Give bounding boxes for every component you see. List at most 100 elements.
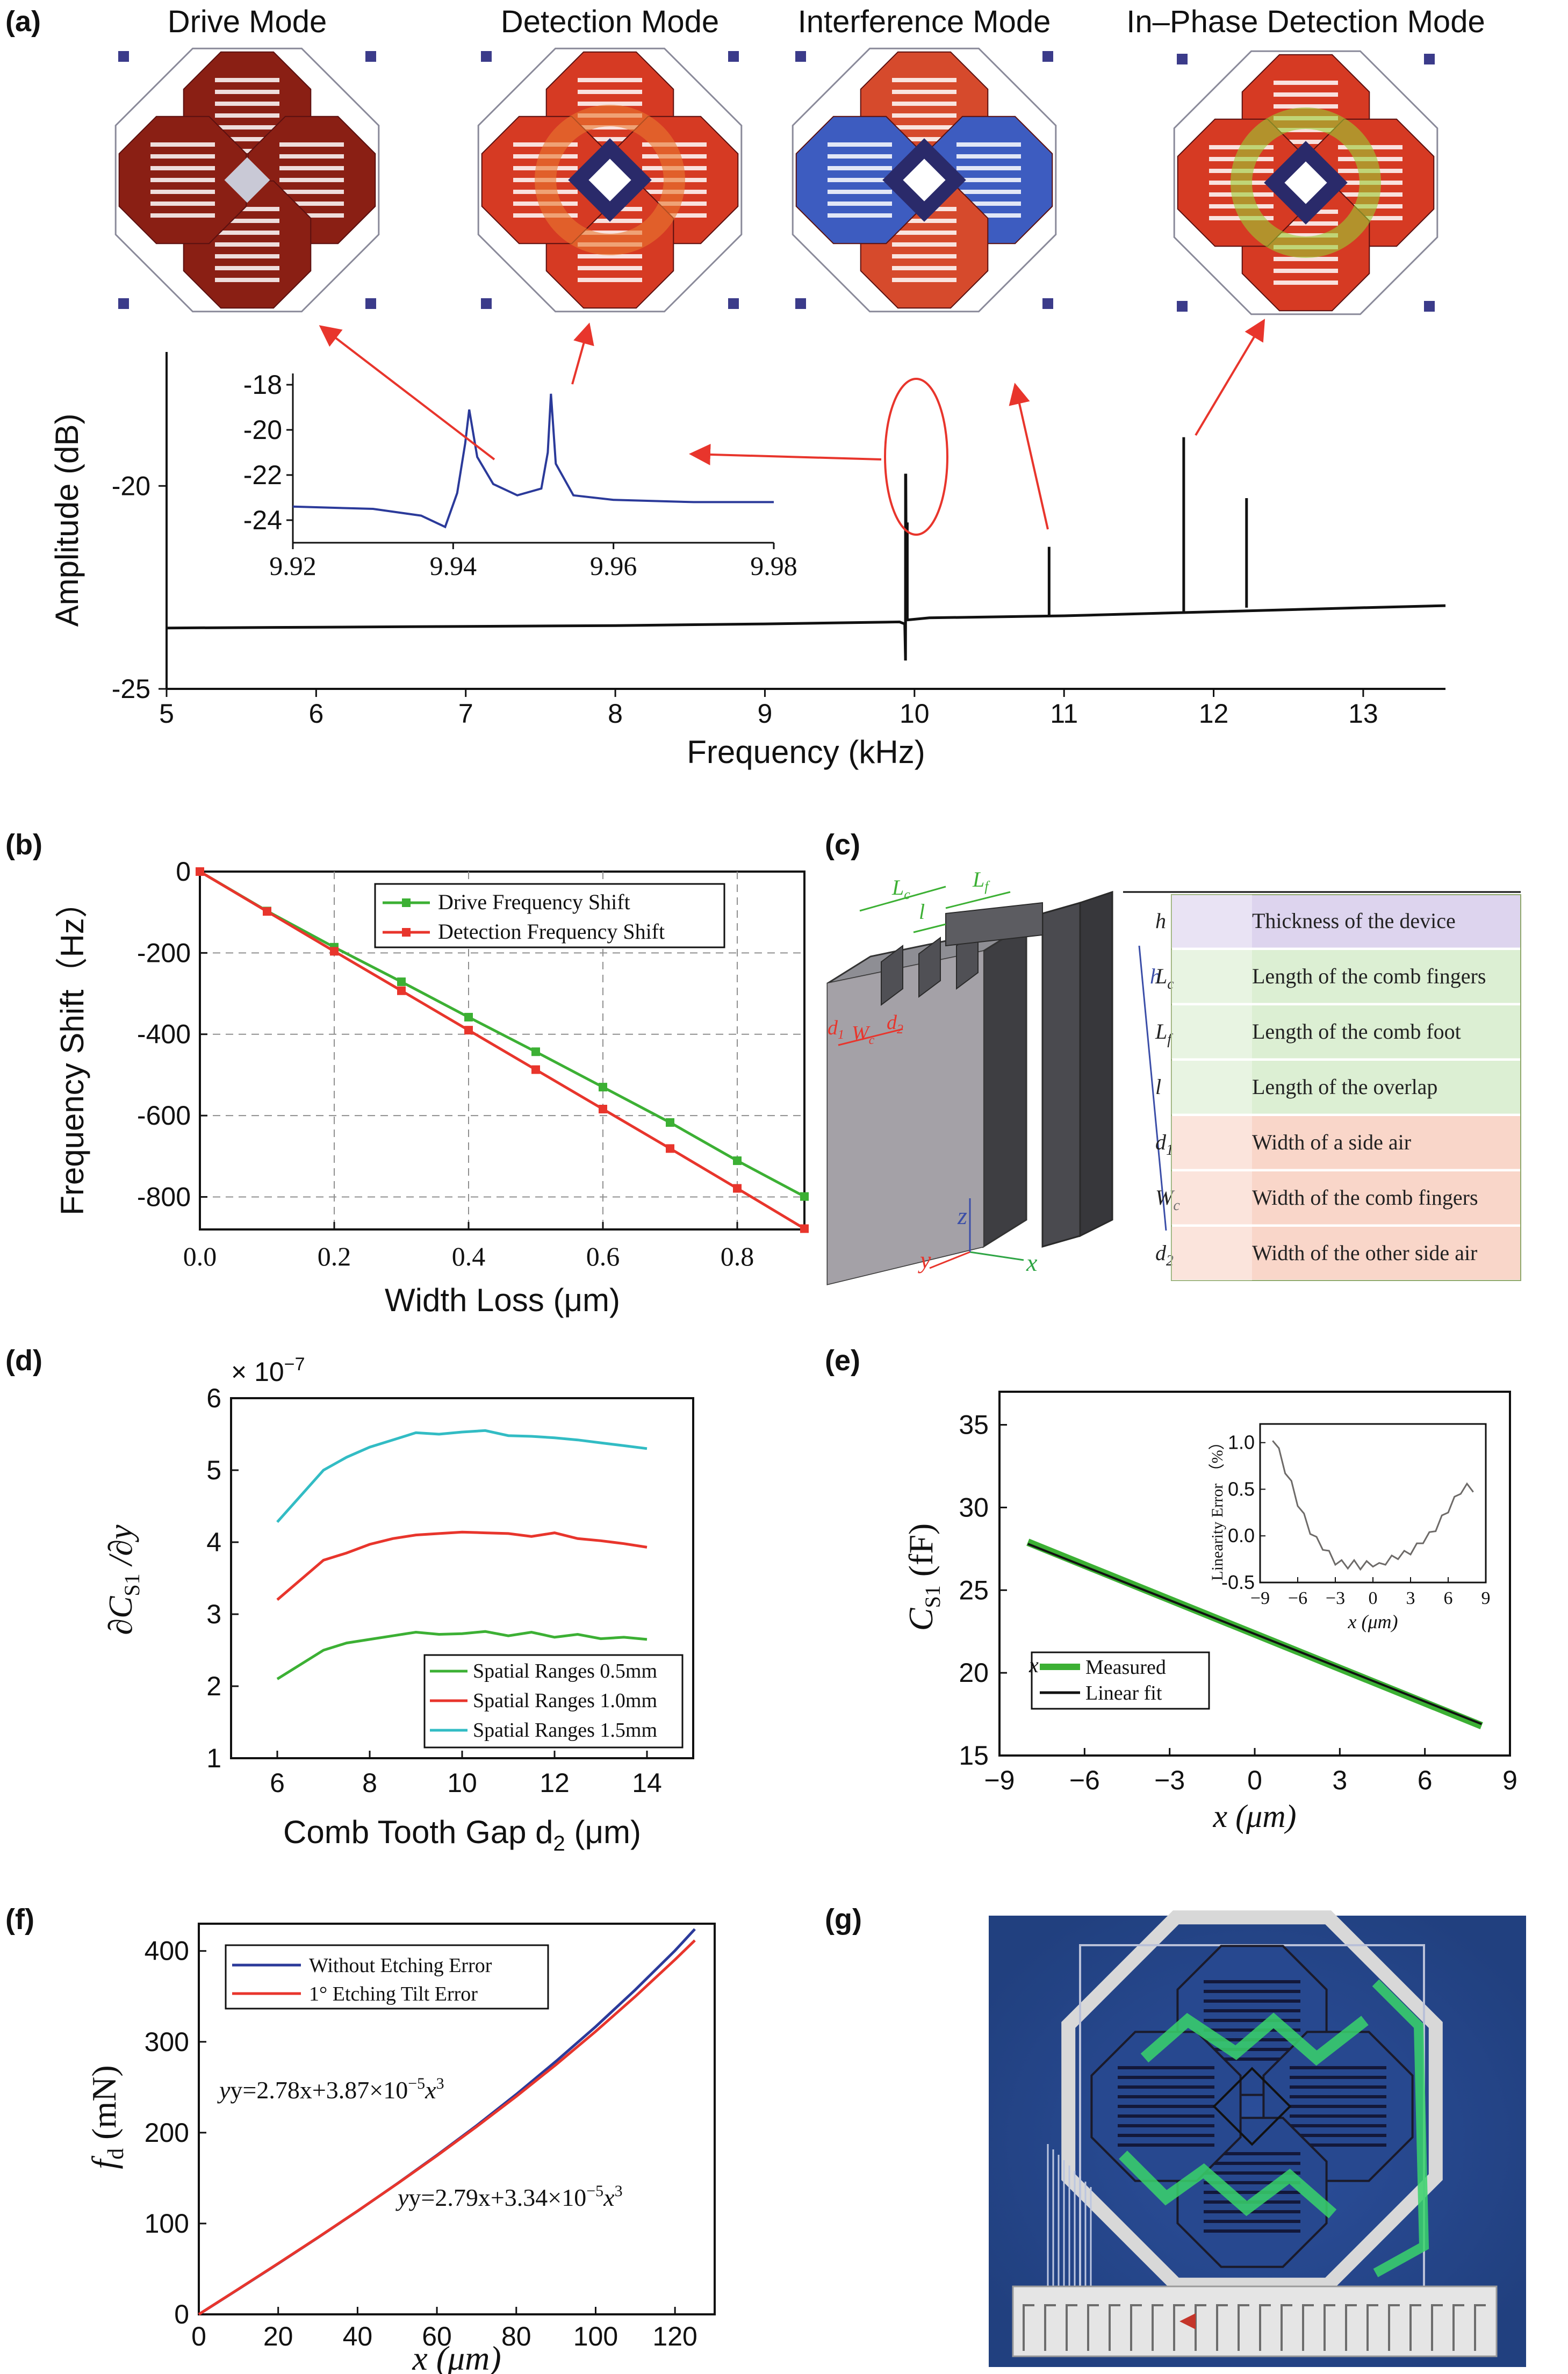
- b-ticks: 0.0 0.2 0.4 0.6 0.8 0 -200 -400 -600 -800: [137, 857, 754, 1271]
- mode-comb-finger: [892, 113, 956, 118]
- sim-pad-trace: [1409, 2304, 1421, 2351]
- mode-comb-finger: [279, 154, 344, 159]
- d-legend-label-15: Spatial Ranges 1.5mm: [473, 1719, 657, 1742]
- sim-pad-trace: [1259, 2304, 1271, 2351]
- table-symbol-cell: [1171, 1171, 1252, 1225]
- mode-anchor: [795, 298, 806, 309]
- label-y: y: [918, 1246, 931, 1274]
- comb-block-illustration: h Lc Lf l d1 Wc d2 z y x: [826, 867, 1167, 1285]
- sim-pad-trace: [1109, 2304, 1120, 2351]
- table-symbol-cell: [1171, 1061, 1252, 1114]
- a-ticks: 5 6 7 8 9 10 11 12 13 -25 -20: [112, 471, 1378, 729]
- sim-pad-trace: [1474, 2304, 1486, 2351]
- f-x-tick-label: 40: [343, 2321, 373, 2351]
- mode-comb-finger: [578, 102, 642, 106]
- mode-coupling-ring: [1231, 107, 1381, 258]
- mode-comb-finger: [215, 219, 279, 223]
- label-h: h: [1150, 964, 1161, 988]
- mode-comb-finger: [1274, 280, 1338, 285]
- a-arrow-to-inset: [689, 443, 882, 465]
- b-legend-label-drive: Drive Frequency Shift: [438, 890, 630, 914]
- a-x-tick-label: 8: [608, 699, 623, 729]
- mode-comb-finger: [892, 231, 956, 235]
- mode-comb-finger: [956, 202, 1021, 206]
- panel-b-label: (b): [5, 829, 42, 861]
- sim-pad-trace: [1152, 2304, 1163, 2351]
- table-row-bg: [1171, 895, 1521, 948]
- mode-comb-finger: [215, 78, 279, 82]
- a-peaks: [904, 437, 1248, 661]
- sim-pad-trace: [1066, 2304, 1077, 2351]
- mode-images: [114, 47, 1438, 315]
- mode-comb-finger: [828, 142, 892, 147]
- b-y-tick-label: -400: [137, 1019, 191, 1049]
- mode-comb-finger: [1274, 233, 1338, 238]
- d-legend-label-10: Spatial Ranges 1.0mm: [473, 1689, 657, 1712]
- f-legend-label-without: Without Etching Error: [309, 1954, 492, 1977]
- d-dimension-line: [838, 1028, 903, 1046]
- mode-comb-finger: [956, 166, 1021, 170]
- sim-pad-trace: [1324, 2304, 1335, 2351]
- sim-pad-trace: [1452, 2304, 1464, 2351]
- a-x-tick-label: 6: [308, 699, 323, 729]
- a-arrow-to-interference: [1009, 383, 1049, 530]
- a-inset-y-tick-label: -24: [243, 505, 282, 535]
- table-row-bg: [1171, 950, 1521, 1004]
- panel-g: (g): [825, 1903, 1526, 2367]
- a-axes: [166, 352, 1445, 690]
- f-y-tick-label: 100: [145, 2208, 189, 2239]
- mode-comb-finger: [892, 102, 956, 106]
- a-inset-x-tick-label: 9.94: [430, 551, 477, 581]
- mode-comb-finger: [215, 149, 279, 153]
- f-y-title: fd (mN): [85, 2065, 128, 2169]
- b-y-title: Frequency Shift（Hz）: [54, 886, 90, 1215]
- d-legend-label-05: Spatial Ranges 0.5mm: [473, 1660, 657, 1682]
- label-z: z: [957, 1202, 967, 1229]
- panel-g-label: (g): [825, 1903, 862, 1936]
- lf-dimension-line: [945, 891, 1011, 909]
- sim-pad-trace: [1238, 2304, 1249, 2351]
- d-y-tick-label: 2: [206, 1671, 221, 1701]
- e-inset-y-tick-label: 0.0: [1228, 1524, 1255, 1546]
- sim-pad-trace: [1130, 2304, 1142, 2351]
- mode-comb-finger: [279, 190, 344, 194]
- mode-frame: [114, 47, 380, 313]
- b-point-0: [599, 1083, 607, 1092]
- d-y-tick-label: 4: [206, 1527, 221, 1557]
- mode-comb-finger: [1274, 269, 1338, 273]
- mode-comb-finger: [956, 142, 1021, 147]
- panel-a-label: (a): [5, 5, 41, 38]
- b-point-1: [733, 1184, 742, 1193]
- panel-e-label: (e): [825, 1344, 860, 1377]
- comb-right-column-side: [1079, 890, 1113, 1238]
- table-row-bg: [1171, 1116, 1521, 1170]
- mode-comb-finger: [578, 125, 642, 130]
- sim-pad-trace: [1216, 2304, 1228, 2351]
- f-x-tick-label: 120: [652, 2321, 697, 2351]
- e-x-tick-label: −6: [1069, 1765, 1100, 1795]
- a-highlight-ellipse: [884, 378, 948, 536]
- comb-right-column: [1041, 902, 1081, 1248]
- a-inset-y-tick-label: -20: [243, 415, 282, 445]
- b-x-tick-label: 0.6: [586, 1241, 620, 1271]
- lc-dimension-line: [859, 886, 946, 912]
- panel-f: (f) 0 20 40 60 80 100 120 0 100 200 300 400 Without…: [5, 1903, 716, 2374]
- mode-comb-finger: [279, 202, 344, 206]
- f-series: [198, 1928, 696, 2316]
- f-y-tick-label: 0: [174, 2299, 189, 2329]
- mode-comb-finger: [1274, 257, 1338, 261]
- e-legend: Measured Linear fit x: [1028, 1651, 1210, 1710]
- e-inset-y-tick-label: 0.5: [1228, 1478, 1255, 1500]
- mode-comb-finger: [578, 78, 642, 82]
- panel-a: (a) Drive Mode Detection Mode Interferen…: [5, 4, 1485, 770]
- mode-comb-finger: [215, 231, 279, 235]
- mode-comb-finger: [150, 142, 215, 147]
- table-row-symbol: l: [1155, 1075, 1161, 1099]
- b-point-0: [733, 1156, 742, 1166]
- mode-title-inphase: In–Phase Detection Mode: [1126, 4, 1485, 39]
- mode-comb-finger: [578, 278, 642, 282]
- sim-bond-pads: [1012, 2285, 1498, 2357]
- mode-comb-finger: [892, 254, 956, 258]
- sim-pad-trace: [1345, 2304, 1357, 2351]
